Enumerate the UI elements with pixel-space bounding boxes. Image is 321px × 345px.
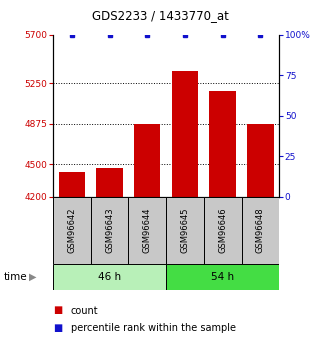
Bar [204, 197, 241, 264]
Text: time: time [3, 272, 27, 282]
Bar [59, 172, 85, 197]
Text: GSM96646: GSM96646 [218, 207, 227, 253]
Bar [53, 197, 91, 264]
Text: 46 h: 46 h [98, 272, 121, 282]
Text: GSM96642: GSM96642 [67, 208, 76, 253]
Text: 54 h: 54 h [211, 272, 234, 282]
Bar [166, 264, 279, 290]
Text: GSM96644: GSM96644 [143, 208, 152, 253]
Bar [172, 71, 198, 197]
Text: count: count [71, 306, 98, 315]
Bar [247, 124, 273, 197]
Text: percentile rank within the sample: percentile rank within the sample [71, 323, 236, 333]
Bar [53, 264, 166, 290]
Bar [210, 91, 236, 197]
Text: ■: ■ [53, 306, 62, 315]
Bar [134, 124, 160, 197]
Text: GDS2233 / 1433770_at: GDS2233 / 1433770_at [92, 9, 229, 22]
Bar [241, 197, 279, 264]
Text: ■: ■ [53, 323, 62, 333]
Bar [91, 197, 128, 264]
Bar [96, 168, 123, 197]
Bar [128, 197, 166, 264]
Text: GSM96645: GSM96645 [180, 208, 189, 253]
Text: ▶: ▶ [29, 272, 36, 282]
Text: GSM96648: GSM96648 [256, 207, 265, 253]
Text: GSM96643: GSM96643 [105, 207, 114, 253]
Bar [166, 197, 204, 264]
